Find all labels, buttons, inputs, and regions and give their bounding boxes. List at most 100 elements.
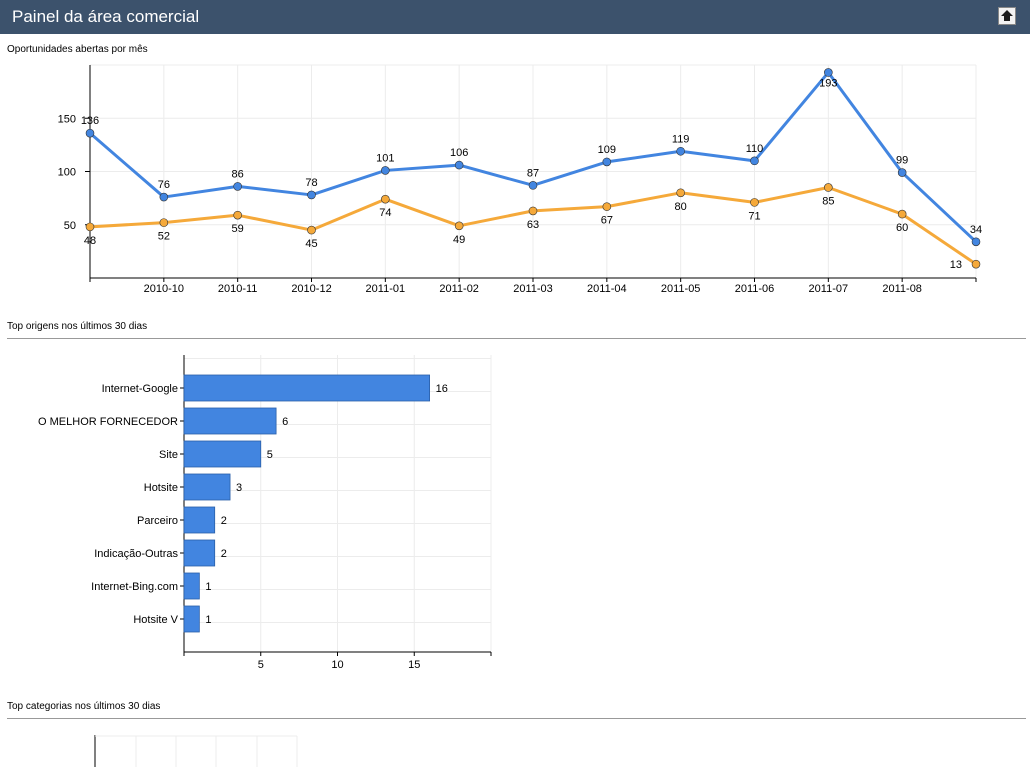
bar-chart-bar [183,473,231,501]
bar-chart-data-label: 2 [221,548,227,560]
line-chart-data-label: 136 [81,115,99,127]
line-chart-point [381,166,390,175]
line-chart-data-label: 78 [305,177,317,189]
line-chart-y-tick-label: 100 [58,167,76,179]
line-chart-data-label: 60 [896,222,908,234]
line-chart-x-tick-label: 2010-10 [144,283,184,295]
line-chart-point [233,182,242,191]
line-chart-point [676,188,685,198]
line-chart-x-tick-label: 2011-07 [809,283,849,295]
monthly-opportunities-chart: 50 100 150 2010-10 2010-11 2010-12 2011-01 2011… [58,64,982,295]
line-chart-data-label: 119 [672,133,690,145]
bar-chart-data-label: 16 [436,383,448,395]
line-chart-data-label: 34 [970,224,982,236]
line-chart-point [971,237,981,247]
bar-chart-data-label: 5 [267,449,273,461]
line-chart-data-label: 63 [527,219,539,231]
line-chart-point [824,183,833,192]
line-chart-point [159,218,169,227]
line-chart-x-tick-label: 2011-05 [661,283,701,295]
line-chart-data-label: 49 [453,234,465,246]
line-chart-data-label: 74 [379,207,391,219]
line-chart-x-tick-label: 2011-01 [366,283,406,295]
home-button[interactable] [998,7,1016,25]
line-chart-data-label: 109 [598,144,616,156]
bar-chart-category-label: Site [159,449,178,461]
bar-chart-x-tick-label: 10 [331,659,343,671]
line-chart-data-label: 85 [822,195,834,207]
line-chart-data-label: 71 [748,210,760,222]
line-chart-data-label: 86 [232,168,244,180]
line-chart-data-label: 106 [450,147,468,159]
line-chart-point [602,157,612,167]
bar-chart-data-label: 6 [282,416,288,428]
bar-chart-x-tick-label: 15 [408,659,420,671]
bar-chart-bar [183,440,262,468]
line-chart-point [528,181,538,190]
line-chart-point [528,206,538,216]
bar-chart-category-label: Indicação-Outras [94,548,178,560]
line-chart-point [602,202,612,211]
bar-chart-bar [183,572,200,600]
categories-divider [7,718,1026,719]
line-chart-point [971,259,981,269]
top-categories-chart [94,735,298,767]
bar-chart-data-label: 3 [236,482,242,494]
line-chart-x-tick-label: 2011-03 [513,283,553,295]
line-chart-point [750,198,759,207]
monthly-chart-title: Oportunidades abertas por mês [7,44,148,55]
line-chart-point [824,68,833,77]
line-chart-data-label: 193 [819,77,837,89]
line-chart-data-label: 101 [376,152,394,164]
line-chart-x-tick-label: 2011-08 [882,283,922,295]
line-chart-data-label: 80 [675,201,687,213]
line-chart-data-label: 13 [950,259,962,271]
line-chart-point [454,221,464,231]
line-chart-data-label: 99 [896,155,908,167]
bar-chart-bar [183,374,431,402]
line-chart-data-label: 52 [158,231,170,243]
line-chart-x-tick-label: 2011-02 [439,283,479,295]
line-chart-y-tick-label: 150 [58,113,76,125]
line-chart-point [676,146,685,156]
page-title: Painel da área comercial [12,7,200,26]
line-chart-x-tick-label: 2010-12 [291,283,331,295]
origins-section-title: Top origens nos últimos 30 dias [7,321,148,332]
bar-chart-category-label: Internet-Bing.com [91,581,178,593]
bar-chart-bar [183,407,277,435]
bar-chart-data-label: 1 [205,614,211,626]
line-chart-x-tick-label: 2011-06 [735,283,775,295]
line-chart-data-label: 67 [601,215,613,227]
line-chart-data-label: 45 [305,238,317,250]
line-chart-data-label: 76 [158,179,170,191]
bar-chart-data-label: 2 [221,515,227,527]
categories-section-title: Top categorias nos últimos 30 dias [7,701,161,712]
bar-chart-bar [183,539,216,567]
line-chart-point [897,209,907,219]
line-chart-point [233,210,242,220]
line-chart-data-label: 87 [527,167,539,179]
bar-chart-bar [183,605,200,633]
bar-chart-category-label: O MELHOR FORNECEDOR [38,416,178,428]
line-chart-point [750,156,759,166]
line-chart-y-tick-label: 50 [64,220,76,232]
bar-chart-data-label: 1 [205,581,211,593]
bar-chart-category-label: Hotsite [144,482,178,494]
line-chart-data-label: 48 [84,235,96,247]
line-chart-point [307,190,316,200]
bar-chart-category-label: Hotsite V [133,614,178,626]
app-header: Painel da área comercial [0,0,1030,34]
line-chart-point [897,168,907,177]
line-chart-point [85,222,95,232]
line-chart-data-label: 110 [746,143,764,155]
line-chart-point [159,192,169,202]
bar-chart-category-label: Internet-Google [102,383,178,395]
bar-chart-x-tick-label: 5 [258,659,264,671]
line-chart-x-tick-label: 2010-11 [218,283,258,295]
origins-divider [7,338,1026,339]
line-chart-point [454,160,464,170]
line-chart-data-label: 59 [232,223,244,235]
home-up-icon [1001,10,1013,21]
line-chart-point [85,128,95,138]
